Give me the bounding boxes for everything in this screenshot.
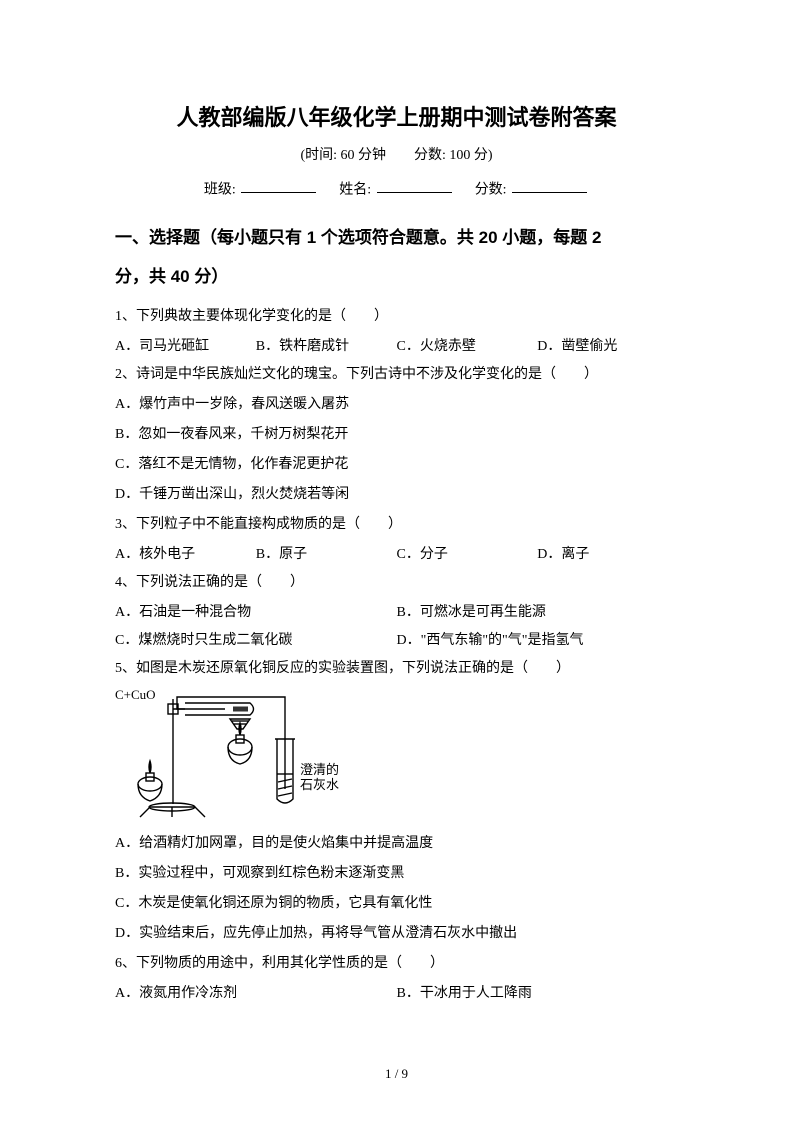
fill-line: 班级: 姓名: 分数: <box>115 178 678 198</box>
page-number: 1 / 9 <box>0 1066 793 1082</box>
q4-opt-b: B．可燃冰是可再生能源 <box>397 599 679 627</box>
q1-options: A．司马光砸缸 B．铁杵磨成针 C．火烧赤壁 D．凿壁偷光 <box>115 333 678 361</box>
diagram-label-lime-1: 澄清的 <box>300 762 339 777</box>
q4-opt-c: C．煤燃烧时只生成二氧化碳 <box>115 627 397 655</box>
exam-subtitle: (时间: 60 分钟 分数: 100 分) <box>115 144 678 164</box>
apparatus-svg: C+CuO 澄清的 石灰水 <box>115 689 345 819</box>
q3-opt-b: B．原子 <box>256 541 397 569</box>
section-1-line2: 分，共 40 分） <box>115 257 678 296</box>
score-label: 分数: <box>475 182 510 197</box>
q5-opt-b: B．实验过程中，可观察到红棕色粉末逐渐变黑 <box>115 860 678 888</box>
q5-opt-c: C．木炭是使氧化铜还原为铜的物质，它具有氧化性 <box>115 890 678 918</box>
q2-opt-c: C．落红不是无情物，化作春泥更护花 <box>115 451 678 479</box>
q2-opt-d: D．千锤万凿出深山，烈火焚烧若等闲 <box>115 481 678 509</box>
q3-options: A．核外电子 B．原子 C．分子 D．离子 <box>115 541 678 569</box>
exam-title: 人教部编版八年级化学上册期中测试卷附答案 <box>115 100 678 132</box>
q2-opt-a: A．爆竹声中一岁除，春风送暖入屠苏 <box>115 391 678 419</box>
q2-stem: 2、诗词是中华民族灿烂文化的瑰宝。下列古诗中不涉及化学变化的是（ ） <box>115 361 678 389</box>
name-label: 姓名: <box>339 182 374 197</box>
q3-opt-c: C．分子 <box>397 541 538 569</box>
section-1-header: 一、选择题（每小题只有 1 个选项符合题意。共 20 小题，每题 2 分，共 4… <box>115 218 678 296</box>
q1-stem: 1、下列典故主要体现化学变化的是（ ） <box>115 303 678 331</box>
q6-opt-a: A．液氮用作冷冻剂 <box>115 980 397 1008</box>
q4-stem: 4、下列说法正确的是（ ） <box>115 569 678 597</box>
q1-opt-b: B．铁杵磨成针 <box>256 333 397 361</box>
q1-opt-d: D．凿壁偷光 <box>537 333 678 361</box>
q6-stem: 6、下列物质的用途中，利用其化学性质的是（ ） <box>115 950 678 978</box>
class-label: 班级: <box>204 182 239 197</box>
q4-options-ab: A．石油是一种混合物 B．可燃冰是可再生能源 <box>115 599 678 627</box>
diagram-label-lime-2: 石灰水 <box>300 777 339 792</box>
q5-stem: 5、如图是木炭还原氧化铜反应的实验装置图，下列说法正确的是（ ） <box>115 655 678 683</box>
q1-opt-a: A．司马光砸缸 <box>115 333 256 361</box>
q2-opt-b: B．忽如一夜春风来，千树万树梨花开 <box>115 421 678 449</box>
q4-opt-d: D．"西气东输"的"气"是指氢气 <box>397 627 679 655</box>
name-blank[interactable] <box>377 178 452 193</box>
q3-stem: 3、下列粒子中不能直接构成物质的是（ ） <box>115 511 678 539</box>
q4-opt-a: A．石油是一种混合物 <box>115 599 397 627</box>
q5-opt-a: A．给酒精灯加网罩，目的是使火焰集中并提高温度 <box>115 830 678 858</box>
q6-options-ab: A．液氮用作冷冻剂 B．干冰用于人工降雨 <box>115 980 678 1008</box>
q1-opt-c: C．火烧赤壁 <box>397 333 538 361</box>
q5-opt-d: D．实验结束后，应先停止加热，再将导气管从澄清石灰水中撤出 <box>115 920 678 948</box>
diagram-label-ccuo: C+CuO <box>115 689 156 702</box>
q5-diagram: C+CuO 澄清的 石灰水 <box>115 689 678 824</box>
section-1-line1: 一、选择题（每小题只有 1 个选项符合题意。共 20 小题，每题 2 <box>115 218 678 257</box>
q3-opt-a: A．核外电子 <box>115 541 256 569</box>
q6-opt-b: B．干冰用于人工降雨 <box>397 980 679 1008</box>
q3-opt-d: D．离子 <box>537 541 678 569</box>
score-blank[interactable] <box>512 178 587 193</box>
class-blank[interactable] <box>241 178 316 193</box>
q4-options-cd: C．煤燃烧时只生成二氧化碳 D．"西气东输"的"气"是指氢气 <box>115 627 678 655</box>
